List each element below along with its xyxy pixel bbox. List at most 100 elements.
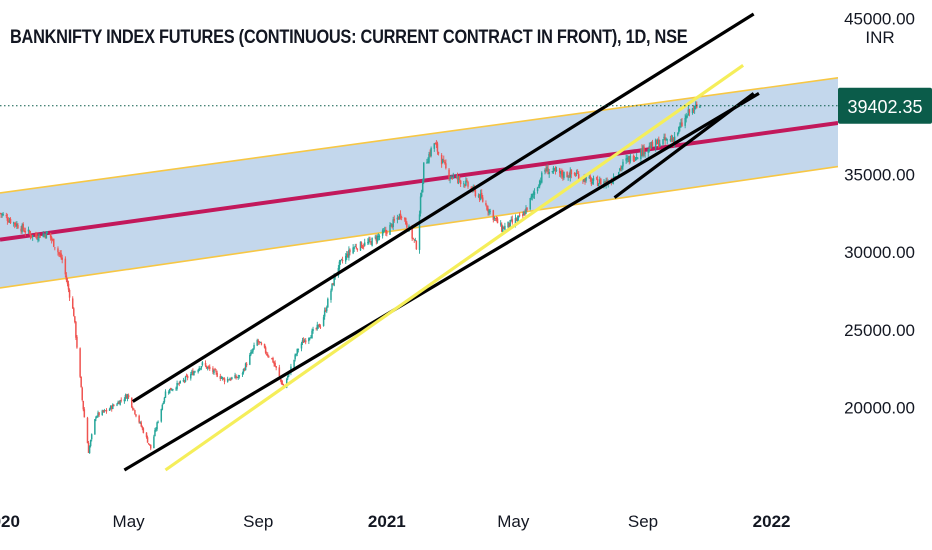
- candle-body: [156, 422, 158, 430]
- candle-body: [339, 260, 342, 262]
- candle-body: [88, 446, 91, 454]
- candle-body: [393, 219, 395, 221]
- candle-body: [263, 343, 266, 348]
- candle-body: [44, 234, 47, 238]
- candle-body: [46, 232, 49, 234]
- candle-body: [374, 236, 377, 238]
- trendline-4[interactable]: [613, 92, 755, 199]
- candle-body: [193, 371, 195, 376]
- channel-center-line[interactable]: [0, 120, 838, 242]
- candle-body: [627, 157, 629, 160]
- candle-body: [223, 378, 226, 382]
- candle-body: [466, 180, 468, 181]
- candle-body: [493, 216, 496, 219]
- candle-body: [256, 340, 258, 346]
- candle-body: [310, 337, 312, 339]
- candle-body: [360, 242, 363, 248]
- candle-body: [64, 258, 67, 275]
- candle-body: [104, 410, 107, 412]
- candle-body: [547, 168, 549, 175]
- candle-body: [551, 171, 554, 172]
- candle-body: [421, 181, 424, 193]
- candle-body: [138, 415, 140, 423]
- candle-body: [440, 155, 443, 165]
- candle-body: [258, 341, 261, 343]
- candle-body: [390, 223, 392, 225]
- candle-body: [464, 184, 466, 187]
- candle-body: [309, 337, 311, 339]
- candle-body: [634, 157, 637, 161]
- candle-body: [633, 159, 636, 161]
- candle-body: [573, 173, 576, 175]
- candle-body: [37, 239, 39, 241]
- candle-body: [548, 172, 550, 175]
- candle-body: [404, 218, 406, 220]
- trendline-2[interactable]: [123, 91, 760, 472]
- candle-body: [300, 343, 303, 349]
- candle-body: [7, 221, 10, 223]
- candle-body: [525, 208, 527, 214]
- candle-body: [123, 399, 126, 402]
- candle-body: [266, 354, 269, 356]
- time-tick-label: 2020: [0, 512, 20, 531]
- candle-body: [516, 217, 519, 221]
- candle-body: [509, 220, 511, 227]
- candle-body: [588, 176, 590, 178]
- candle-body: [287, 375, 289, 379]
- candle-body: [21, 224, 23, 232]
- candle-body: [36, 235, 38, 239]
- candle-body: [227, 379, 230, 381]
- candle-body: [536, 187, 539, 192]
- candle-body: [415, 240, 418, 250]
- trendline-1[interactable]: [131, 12, 755, 403]
- candle-body: [271, 357, 273, 360]
- candle-body: [154, 430, 156, 437]
- candle-body: [671, 138, 674, 142]
- candle-body: [688, 109, 691, 113]
- candle-body: [418, 214, 421, 250]
- candle-body: [168, 388, 171, 394]
- candle-body: [311, 330, 313, 339]
- candle-body: [194, 371, 196, 373]
- time-tick-label: Sep: [243, 512, 273, 531]
- candle-body: [209, 366, 211, 369]
- candle-body: [655, 140, 658, 145]
- candle-body: [560, 171, 562, 174]
- candle-body: [640, 149, 642, 160]
- candle-body: [60, 253, 62, 259]
- candle-body: [669, 139, 672, 141]
- candle-body: [101, 410, 103, 416]
- candle-body: [354, 246, 356, 247]
- candle-body: [109, 405, 112, 410]
- candle-body: [90, 434, 93, 440]
- candle-body: [226, 378, 229, 382]
- price-axis[interactable]: 45000.00 35000.00 30000.00 25000.00 20000.00…: [838, 10, 932, 418]
- candle-body: [113, 405, 115, 407]
- currency-label[interactable]: INR: [858, 26, 902, 50]
- candle-body: [186, 375, 189, 379]
- candle-body: [51, 239, 54, 241]
- candle-body: [538, 180, 541, 187]
- candle-body: [672, 138, 675, 143]
- candle-body: [383, 230, 386, 232]
- candle-body: [79, 348, 81, 377]
- candle-body: [175, 388, 177, 390]
- candle-body: [316, 324, 319, 329]
- candle-body: [191, 371, 193, 374]
- candle-body: [145, 432, 148, 438]
- candle-body: [356, 248, 359, 250]
- trendline-3[interactable]: [164, 64, 745, 472]
- time-axis[interactable]: 2020 May Sep 2021 May Sep 2022: [0, 512, 791, 531]
- candle-body: [687, 109, 690, 116]
- candle-body: [574, 175, 577, 177]
- last-price-badge[interactable]: [838, 87, 932, 124]
- candle-body: [39, 235, 41, 238]
- candle-body: [699, 105, 701, 108]
- candle-body: [94, 419, 96, 435]
- candle-body: [585, 176, 587, 181]
- candle-body: [199, 368, 202, 370]
- candle-body: [142, 428, 145, 433]
- candle-body: [368, 239, 370, 243]
